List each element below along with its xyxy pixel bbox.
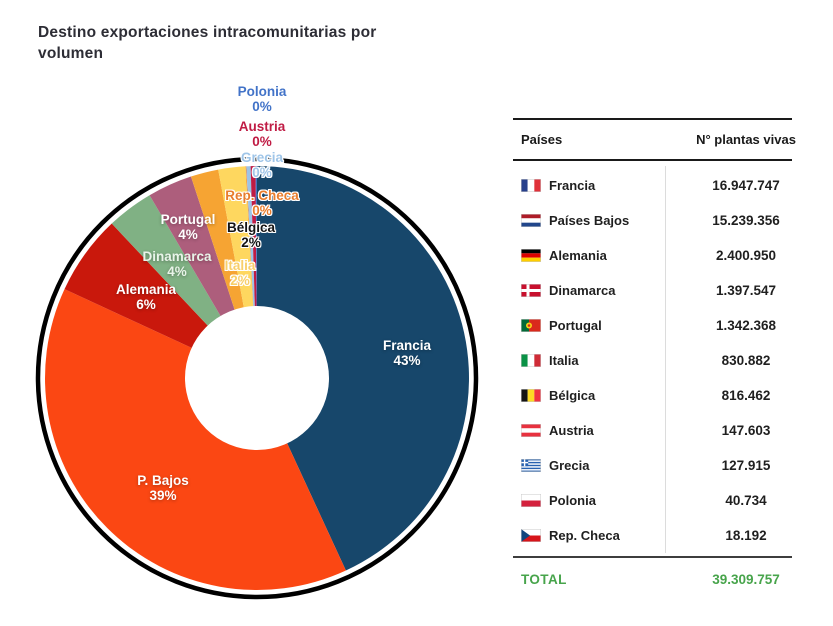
pie-slice-p-bajos: [45, 289, 346, 590]
pie-slice-francia: [257, 166, 470, 571]
donut-hole: [185, 306, 329, 450]
table-column-divider: [665, 166, 666, 553]
gr-flag-icon: [521, 459, 541, 472]
country-name: Portugal: [549, 318, 602, 333]
fr-flag-icon: [521, 179, 541, 192]
table-row: Polonia 40.734: [513, 483, 792, 518]
plants-value: 147.603: [721, 423, 771, 438]
de-flag-icon: [521, 249, 541, 262]
dk-flag-icon: [521, 284, 541, 297]
table-row: Bélgica 816.462: [513, 378, 792, 413]
total-row: TOTAL 39.309.757: [513, 560, 792, 600]
total-value: 39.309.757: [712, 572, 780, 587]
plants-value: 830.882: [721, 353, 771, 368]
table-row: Italia 830.882: [513, 343, 792, 378]
table-row: Rep. Checa 18.192: [513, 518, 792, 553]
country-name: Italia: [549, 353, 579, 368]
table-row: Alemania 2.400.950: [513, 238, 792, 273]
at-flag-icon: [521, 424, 541, 437]
table-row: Países Bajos 15.239.356: [513, 203, 792, 238]
plants-value: 816.462: [721, 388, 771, 403]
plants-value: 1.397.547: [715, 283, 777, 298]
table-header-rule: [513, 159, 792, 161]
table-total-rule: [513, 556, 792, 558]
table-row: Grecia 127.915: [513, 448, 792, 483]
table-row: Portugal 1.342.368: [513, 308, 792, 343]
be-flag-icon: [521, 389, 541, 402]
plants-value: 15.239.356: [712, 213, 780, 228]
country-name: Bélgica: [549, 388, 596, 403]
plants-value: 1.342.368: [715, 318, 777, 333]
pie-label-name: Austria: [238, 119, 286, 134]
pie-label-name: Polonia: [237, 84, 287, 99]
plants-value: 2.400.950: [715, 248, 777, 263]
outer-ring: [35, 156, 479, 600]
total-label: TOTAL: [521, 572, 567, 587]
country-name: Rep. Checa: [549, 528, 620, 543]
nl-flag-icon: [521, 214, 541, 227]
table-top-rule: [513, 118, 792, 120]
donut-chart-svg: [35, 156, 479, 600]
it-flag-icon: [521, 354, 541, 367]
plants-value: 40.734: [725, 493, 767, 508]
table-row: Austria 147.603: [513, 413, 792, 448]
country-name: Dinamarca: [549, 283, 616, 298]
column-header-paises: Países: [521, 132, 563, 147]
pie-label-percent: 0%: [252, 99, 272, 114]
pt-flag-icon: [521, 319, 541, 332]
country-name: Alemania: [549, 248, 607, 263]
cz-flag-icon: [521, 529, 541, 542]
country-name: Austria: [549, 423, 594, 438]
plants-value: 127.915: [721, 458, 771, 473]
table-row: Francia 16.947.747: [513, 168, 792, 203]
pie-label-polonia: Polonia 0%: [238, 84, 287, 114]
column-header-plantas-vivas: N° plantas vivas: [696, 132, 796, 147]
pl-flag-icon: [521, 494, 541, 507]
plants-value: 18.192: [725, 528, 767, 543]
country-name: Grecia: [549, 458, 590, 473]
countries-table: Países N° plantas vivas Francia 16.947.74…: [513, 110, 796, 615]
plants-value: 16.947.747: [712, 178, 780, 193]
country-name: Francia: [549, 178, 596, 193]
table-row: Dinamarca 1.397.547: [513, 273, 792, 308]
country-name: Países Bajos: [549, 213, 630, 228]
country-name: Polonia: [549, 493, 596, 508]
chart-title: Destino exportaciones intracomunitarias …: [38, 24, 377, 63]
